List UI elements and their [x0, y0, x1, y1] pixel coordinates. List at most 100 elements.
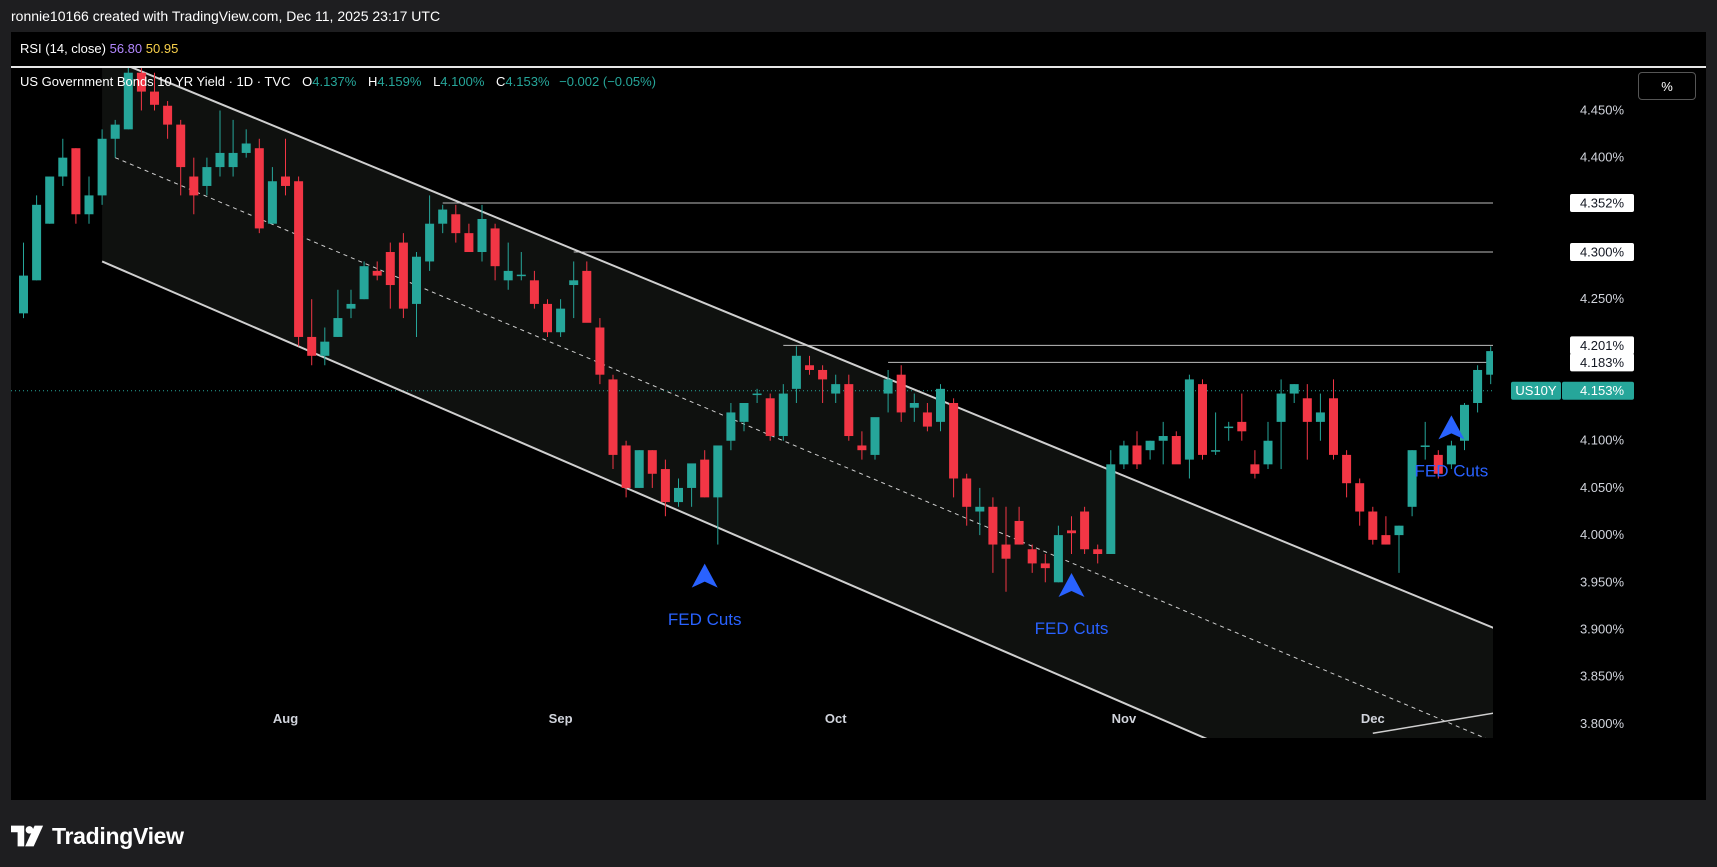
channel-lower-line[interactable]: [101, 260, 1556, 738]
price-chart[interactable]: FED Cuts FED Cuts FED Cuts Aug Sep Oct Nov Dec 4…: [11, 68, 1706, 738]
candle[interactable]: [1080, 511, 1090, 550]
candle[interactable]: [1158, 436, 1168, 441]
candle[interactable]: [71, 148, 81, 215]
candle[interactable]: [529, 280, 539, 304]
candle[interactable]: [831, 384, 841, 394]
candle[interactable]: [307, 336, 317, 356]
candle[interactable]: [333, 318, 343, 337]
candle[interactable]: [791, 355, 801, 389]
candle[interactable]: [1394, 525, 1404, 536]
candle[interactable]: [595, 327, 605, 375]
level-price-tag[interactable]: [1570, 336, 1634, 355]
candle[interactable]: [582, 270, 592, 323]
candle[interactable]: [412, 256, 421, 304]
candle[interactable]: [1014, 520, 1024, 545]
candle[interactable]: [110, 124, 120, 139]
candle[interactable]: [163, 105, 173, 125]
up-arrow-icon[interactable]: [1058, 573, 1085, 598]
series-legend[interactable]: US Government Bonds 10 YR Yield · 1D · T…: [20, 74, 656, 89]
candle[interactable]: [870, 417, 880, 455]
candle[interactable]: [909, 403, 919, 408]
candle[interactable]: [608, 379, 618, 455]
candle[interactable]: [1342, 454, 1352, 484]
candle[interactable]: [975, 506, 985, 512]
candle[interactable]: [45, 176, 55, 224]
candle[interactable]: [1381, 535, 1391, 545]
candle[interactable]: [281, 176, 290, 186]
candle[interactable]: [215, 152, 225, 168]
candle[interactable]: [477, 218, 487, 253]
candle[interactable]: [425, 223, 435, 262]
candle[interactable]: [202, 167, 212, 186]
candle[interactable]: [1145, 440, 1155, 451]
candle[interactable]: [1184, 379, 1194, 460]
candle[interactable]: [241, 143, 251, 153]
brand-name[interactable]: TradingView: [52, 822, 184, 849]
candle[interactable]: [1263, 440, 1273, 465]
candle[interactable]: [464, 233, 474, 253]
candle[interactable]: [543, 303, 552, 333]
candle[interactable]: [634, 450, 644, 488]
candle[interactable]: [1368, 511, 1378, 540]
candle[interactable]: [97, 138, 107, 196]
up-arrow-icon[interactable]: [691, 563, 718, 588]
annotation-label[interactable]: FED Cuts: [1415, 462, 1489, 481]
percent-scale-button[interactable]: %: [1638, 72, 1696, 100]
level-price-tag[interactable]: [1570, 193, 1634, 212]
candle[interactable]: [1119, 445, 1129, 465]
symbol-tag[interactable]: [1511, 381, 1561, 400]
candle[interactable]: [1499, 356, 1508, 384]
candle[interactable]: [503, 270, 513, 281]
candle[interactable]: [1001, 544, 1011, 559]
candle[interactable]: [346, 303, 356, 309]
candle[interactable]: [451, 214, 461, 234]
candle[interactable]: [1407, 450, 1417, 507]
candle[interactable]: [32, 204, 42, 281]
candle[interactable]: [359, 266, 369, 300]
tradingview-logo-icon[interactable]: [11, 825, 45, 847]
candle[interactable]: [674, 487, 683, 503]
pane-separator[interactable]: [11, 66, 1706, 68]
candle[interactable]: [1329, 398, 1338, 455]
candle[interactable]: [1093, 549, 1103, 554]
candle[interactable]: [267, 181, 277, 224]
candle[interactable]: [372, 270, 382, 276]
candle[interactable]: [922, 412, 932, 427]
candle[interactable]: [556, 308, 566, 333]
candle[interactable]: [84, 195, 94, 215]
candle[interactable]: [713, 445, 723, 498]
candle[interactable]: [1132, 445, 1142, 465]
last-price-tag[interactable]: [1562, 381, 1634, 400]
candle[interactable]: [189, 176, 199, 196]
channel-mid-line[interactable]: [115, 157, 1556, 738]
candle[interactable]: [438, 209, 448, 224]
candle[interactable]: [19, 275, 28, 314]
candle[interactable]: [818, 369, 828, 380]
candle[interactable]: [647, 450, 657, 474]
candle[interactable]: [398, 242, 408, 309]
candle[interactable]: [844, 384, 854, 437]
candle[interactable]: [1171, 436, 1181, 465]
candle[interactable]: [1276, 393, 1286, 422]
candle[interactable]: [752, 393, 762, 396]
candle[interactable]: [294, 181, 304, 337]
candle[interactable]: [176, 124, 186, 168]
candle[interactable]: [490, 228, 500, 267]
candle[interactable]: [1237, 421, 1247, 432]
candle[interactable]: [765, 398, 775, 437]
candle[interactable]: [1106, 464, 1116, 554]
candle[interactable]: [1446, 445, 1456, 465]
candle[interactable]: [1289, 384, 1299, 394]
candle[interactable]: [621, 445, 631, 488]
candle[interactable]: [228, 152, 238, 168]
candle[interactable]: [1420, 445, 1430, 447]
rsi-indicator-row[interactable]: RSI (14, close) 56.80 50.95: [11, 32, 1706, 68]
candle[interactable]: [320, 341, 330, 356]
candle[interactable]: [1433, 454, 1443, 474]
candle[interactable]: [1053, 535, 1063, 583]
candle[interactable]: [660, 469, 670, 503]
candle[interactable]: [385, 252, 395, 286]
candle[interactable]: [883, 379, 893, 394]
candle[interactable]: [805, 365, 814, 370]
candle[interactable]: [123, 72, 133, 130]
